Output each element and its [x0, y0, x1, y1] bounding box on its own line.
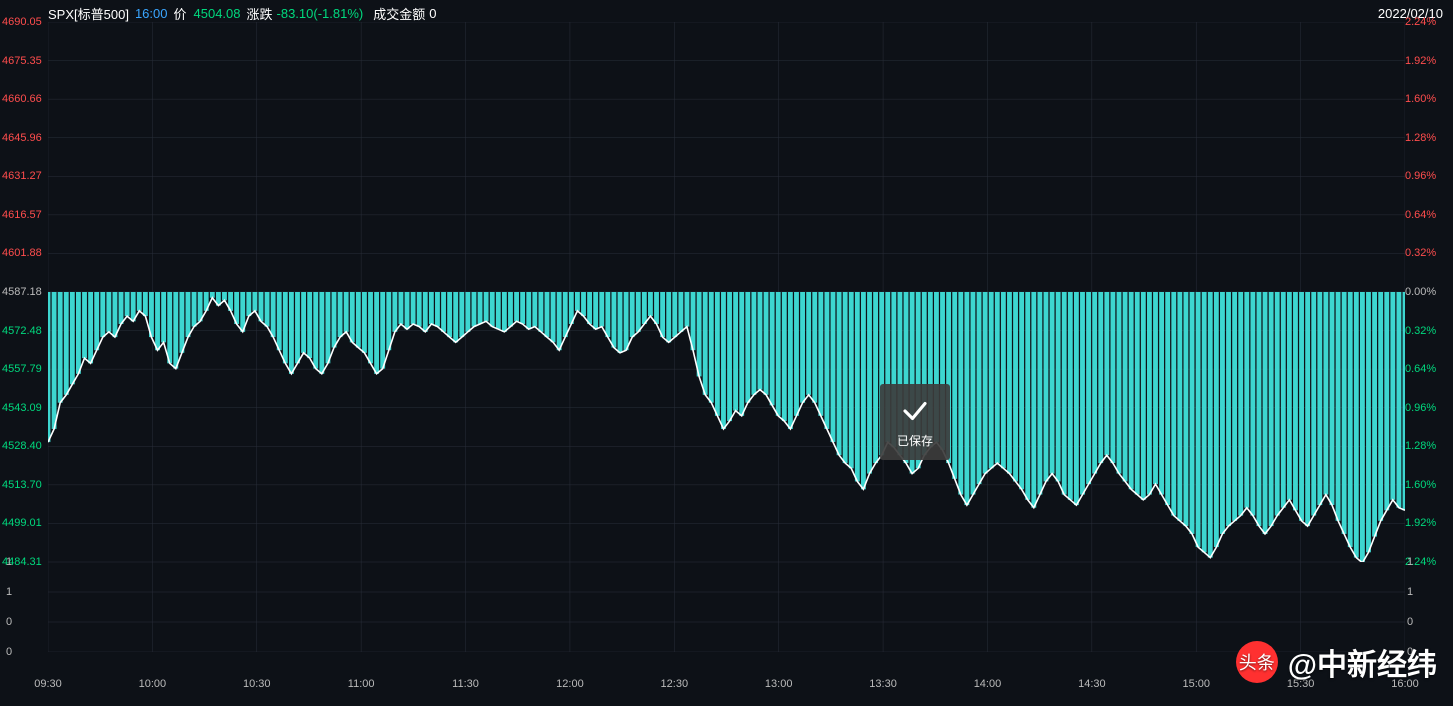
vol-tick-left: 1 — [6, 556, 12, 568]
y-tick-right: 1.28% — [1405, 440, 1436, 452]
chart-header: SPX[标普500] 16:00 价 4504.08 涨跌 -83.10(-1.… — [48, 4, 1443, 22]
volume-value: 0 — [429, 6, 436, 21]
y-tick-left: 4499.01 — [2, 517, 42, 529]
y-tick-left: 4660.66 — [2, 93, 42, 105]
x-tick: 13:00 — [765, 678, 793, 690]
x-tick: 10:30 — [243, 678, 271, 690]
y-tick-right: 1.92% — [1405, 517, 1436, 529]
time-label: 16:00 — [135, 6, 168, 21]
price-chart[interactable] — [48, 22, 1405, 562]
y-tick-right: 0.32% — [1405, 325, 1436, 337]
toast-text: 已保存 — [897, 432, 933, 449]
x-axis: 09:3010:0010:3011:0011:3012:0012:3013:00… — [48, 678, 1405, 696]
vol-tick-left: 0 — [6, 646, 12, 658]
change-prefix: 涨跌 — [247, 4, 273, 23]
y-tick-right: 1.92% — [1405, 55, 1436, 67]
x-tick: 09:30 — [34, 678, 62, 690]
y-tick-right: 0.32% — [1405, 247, 1436, 259]
vol-tick-left: 0 — [6, 616, 12, 628]
y-tick-left: 4645.96 — [2, 132, 42, 144]
y-tick-right: 0.96% — [1405, 402, 1436, 414]
watermark-text: @中新经纬 — [1288, 640, 1437, 684]
y-tick-left: 4631.27 — [2, 170, 42, 182]
y-tick-left: 4601.88 — [2, 247, 42, 259]
y-tick-right: 0.64% — [1405, 209, 1436, 221]
y-tick-left: 4616.57 — [2, 209, 42, 221]
x-tick: 14:30 — [1078, 678, 1106, 690]
watermark-logo: 头条 — [1236, 641, 1278, 683]
y-tick-right: 1.28% — [1405, 132, 1436, 144]
y-tick-right: 1.60% — [1405, 479, 1436, 491]
y-tick-left: 4690.05 — [2, 16, 42, 28]
change-value: -83.10(-1.81%) — [277, 6, 364, 21]
volume-chart[interactable] — [48, 562, 1405, 652]
x-tick: 13:30 — [869, 678, 897, 690]
vol-tick-right: 1 — [1407, 586, 1413, 598]
x-tick: 11:30 — [452, 678, 479, 690]
vol-tick-right: 0 — [1407, 616, 1413, 628]
y-tick-left: 4557.79 — [2, 363, 42, 375]
x-tick: 11:00 — [348, 678, 375, 690]
y-tick-right: 1.60% — [1405, 93, 1436, 105]
x-tick: 10:00 — [139, 678, 167, 690]
watermark: 头条 @中新经纬 — [1236, 640, 1437, 684]
volume-prefix: 成交金额 — [373, 4, 425, 23]
x-tick: 15:00 — [1182, 678, 1210, 690]
symbol-label: SPX[标普500] — [48, 4, 129, 23]
x-tick: 12:00 — [556, 678, 584, 690]
price-value: 4504.08 — [194, 6, 241, 21]
y-tick-left: 4572.48 — [2, 325, 42, 337]
y-tick-left: 4543.09 — [2, 402, 42, 414]
x-tick: 14:00 — [974, 678, 1002, 690]
y-tick-left: 4587.18 — [2, 286, 42, 298]
vol-tick-right: 1 — [1407, 556, 1413, 568]
y-tick-right: 0.00% — [1405, 286, 1436, 298]
saved-toast: 已保存 — [880, 384, 950, 460]
vol-tick-left: 1 — [6, 586, 12, 598]
y-tick-left: 4675.35 — [2, 55, 42, 67]
chart-container: SPX[标普500] 16:00 价 4504.08 涨跌 -83.10(-1.… — [0, 0, 1453, 706]
price-prefix: 价 — [173, 4, 186, 23]
check-icon — [900, 396, 930, 426]
y-tick-right: 0.96% — [1405, 170, 1436, 182]
y-tick-left: 4528.40 — [2, 440, 42, 452]
y-tick-right: 0.64% — [1405, 363, 1436, 375]
y-tick-left: 4513.70 — [2, 479, 42, 491]
y-tick-right: 2.24% — [1405, 16, 1436, 28]
x-tick: 12:30 — [661, 678, 689, 690]
